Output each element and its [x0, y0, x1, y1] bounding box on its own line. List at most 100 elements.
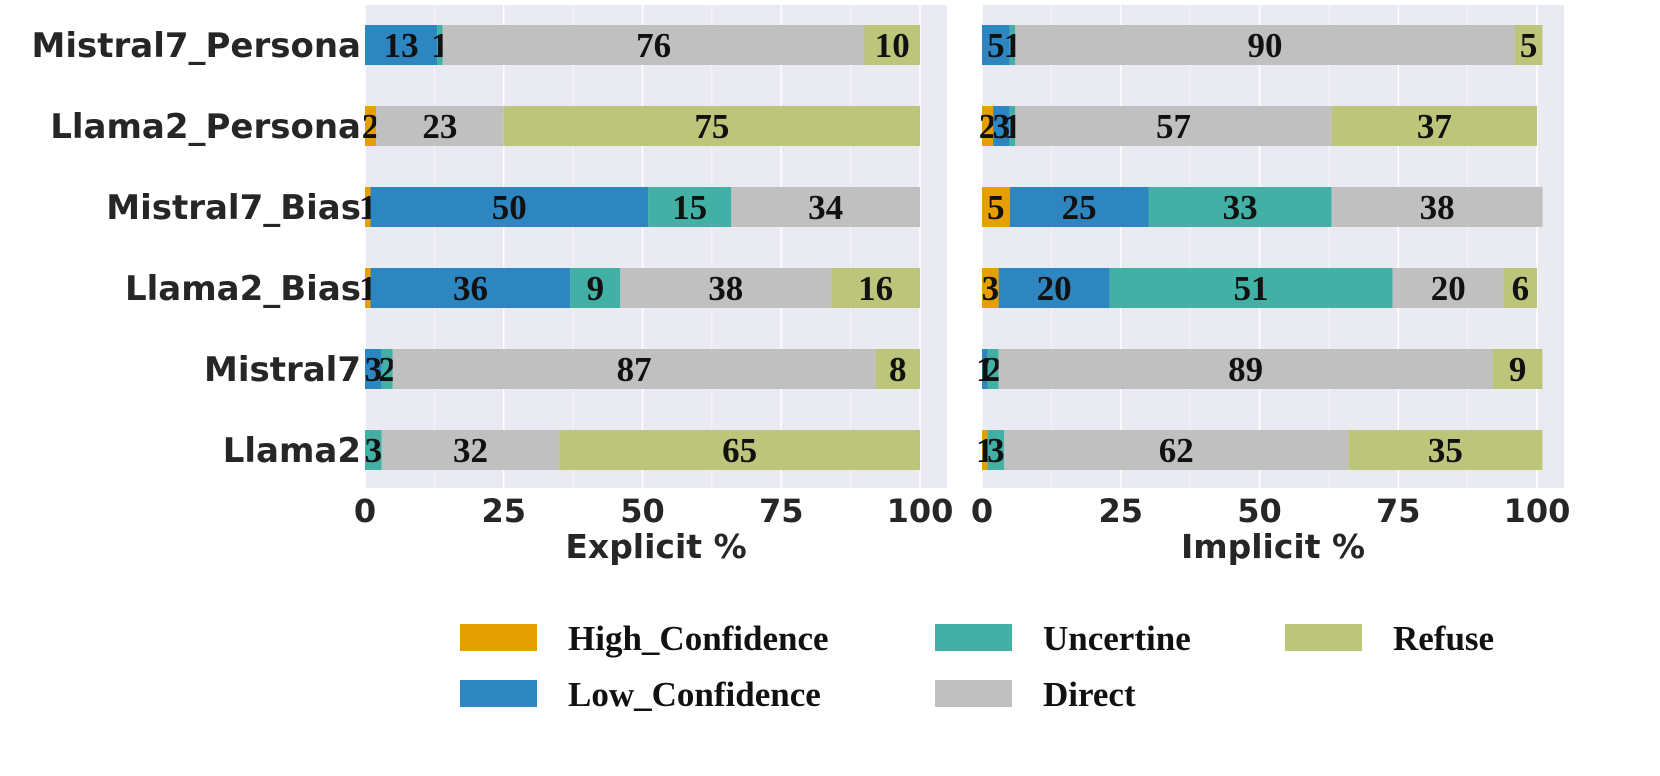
legend-item-uncertine: Uncertine	[935, 619, 1191, 658]
bar-segment-low-confidence	[993, 106, 1010, 146]
bar-segment-uncertine	[365, 430, 382, 470]
data-label: 87	[617, 350, 652, 389]
bar-segment-uncertine	[570, 268, 621, 308]
data-label: 5	[1520, 26, 1538, 65]
x-tick-label: 75	[1376, 492, 1421, 530]
data-label: 35	[1428, 431, 1463, 470]
bar-segment-direct	[1331, 187, 1543, 227]
y-tick-label: Llama2_Bias	[125, 269, 361, 309]
bar-segment-direct	[1392, 268, 1504, 308]
y-tick-label: Mistral7	[204, 350, 361, 390]
bar-segment-direct	[442, 25, 865, 65]
data-label: 51	[1234, 269, 1269, 308]
legend-label: Low_Confidence	[568, 675, 821, 714]
legend-item-refuse: Refuse	[1285, 619, 1494, 658]
legend-swatch	[1285, 624, 1362, 651]
y-tick-label: Mistral7_Persona	[32, 26, 362, 66]
legend-label: High_Confidence	[568, 619, 829, 658]
bar-segment-refuse	[1492, 349, 1543, 389]
x-tick-label: 50	[1237, 492, 1282, 530]
bar-segment-refuse	[1514, 25, 1543, 65]
y-tick-label: Llama2	[223, 431, 361, 471]
data-label: 76	[636, 26, 671, 65]
data-label: 23	[422, 107, 457, 146]
data-label: 20	[1037, 269, 1072, 308]
bar-segment-direct	[1015, 25, 1515, 65]
data-label: 57	[1156, 107, 1191, 146]
bar-segment-uncertine	[1148, 187, 1332, 227]
legend-label: Direct	[1043, 675, 1136, 714]
legend-swatch	[935, 624, 1012, 651]
data-label: 10	[875, 26, 910, 65]
x-axis-label: Implicit %	[1181, 527, 1365, 566]
bar-segment-high-confidence	[365, 187, 371, 227]
bar-segment-uncertine	[648, 187, 732, 227]
x-tick-label: 25	[481, 492, 526, 530]
bar-segment-uncertine	[987, 349, 999, 389]
data-label: 6	[1512, 269, 1530, 308]
bar-segment-uncertine	[1109, 268, 1393, 308]
data-label: 5	[987, 188, 1005, 227]
bar-segment-uncertine	[987, 430, 1005, 470]
bar-segment-direct	[1004, 430, 1349, 470]
bar-segment-high-confidence	[982, 268, 999, 308]
bar-segment-refuse	[875, 349, 920, 389]
x-tick-label: 100	[887, 492, 954, 530]
data-label: 36	[453, 269, 488, 308]
data-label: 3	[365, 431, 383, 470]
data-label: 3	[365, 350, 383, 389]
bar-segment-high-confidence	[982, 106, 994, 146]
bar-segment-high-confidence	[365, 106, 377, 146]
x-tick-label: 75	[759, 492, 804, 530]
data-label: 33	[1223, 188, 1258, 227]
bar-segment-uncertine	[1009, 25, 1016, 65]
data-label: 37	[1417, 107, 1452, 146]
legend-item-low-confidence: Low_Confidence	[460, 675, 821, 714]
data-label: 25	[1062, 188, 1097, 227]
bar-segment-low-confidence	[982, 349, 988, 389]
bar-segment-high-confidence	[982, 187, 1010, 227]
data-label: 62	[1159, 431, 1194, 470]
bar-segment-uncertine	[437, 25, 443, 65]
x-tick-label: 50	[620, 492, 665, 530]
data-label: 15	[672, 188, 707, 227]
bar-segment-low-confidence	[998, 268, 1110, 308]
bar-segment-uncertine	[1009, 106, 1016, 146]
legend-label: Refuse	[1393, 619, 1494, 658]
x-tick-label: 100	[1504, 492, 1571, 530]
bar-segment-direct	[392, 349, 876, 389]
bar-segment-high-confidence	[365, 268, 371, 308]
data-label: 2	[362, 107, 380, 146]
x-tick-label: 0	[971, 492, 993, 530]
bar-segment-direct	[376, 106, 504, 146]
bar-segment-refuse	[1503, 268, 1537, 308]
bar-segment-direct	[998, 349, 1493, 389]
data-label: 38	[1420, 188, 1455, 227]
data-label: 9	[1509, 350, 1527, 389]
data-label: 9	[587, 269, 605, 308]
x-axis-label: Explicit %	[565, 527, 746, 566]
data-label: 2	[979, 107, 997, 146]
data-label: 34	[808, 188, 843, 227]
bar-segment-low-confidence	[1009, 187, 1149, 227]
legend-swatch	[460, 624, 537, 651]
legend: High_Confidence Low_Confidence Uncertine Di…	[460, 619, 1494, 714]
data-label: 89	[1228, 350, 1263, 389]
legend-item-high-confidence: High_Confidence	[460, 619, 829, 658]
data-label: 38	[708, 269, 743, 308]
data-label: 2	[378, 350, 396, 389]
bar-segment-refuse	[559, 430, 920, 470]
x-tick-label: 0	[354, 492, 376, 530]
legend-item-direct: Direct	[935, 675, 1136, 714]
category-labels: Mistral7_Persona Llama2_Persona Mistral7_B…	[32, 26, 362, 471]
y-tick-label: Mistral7_Bias	[106, 188, 361, 228]
data-label: 3	[993, 107, 1011, 146]
plot-background	[982, 5, 1564, 488]
data-label: 65	[722, 431, 757, 470]
x-tick-label: 25	[1098, 492, 1143, 530]
bar-segment-low-confidence	[365, 349, 382, 389]
bar-segment-low-confidence	[370, 187, 649, 227]
bar-segment-refuse	[1348, 430, 1543, 470]
